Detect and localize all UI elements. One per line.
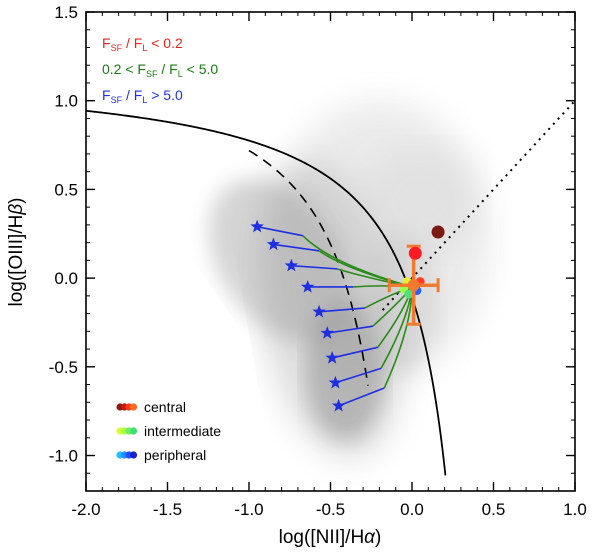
peripheral-star-marker	[266, 237, 281, 251]
connector-blue	[338, 387, 385, 407]
legend-central-label: central	[144, 399, 186, 415]
y-tick-label: -0.5	[49, 358, 78, 377]
peripheral-star-marker	[312, 304, 326, 318]
peripheral-star-marker	[250, 219, 264, 233]
central-point	[431, 225, 445, 239]
connector-blue	[327, 325, 373, 334]
connector-blue	[291, 264, 338, 270]
connector-green	[318, 250, 413, 288]
legend-intermediate-label: intermediate	[144, 423, 221, 439]
kewley-max-starburst-line	[86, 109, 447, 476]
peripheral-star-marker	[284, 258, 299, 272]
x-tick-label: -1.5	[153, 500, 182, 519]
axis-ticks: -2.0 -1.5 -1.0 -0.5 0.0 0.5 1.0 -1.0 -0.5 0.0 0.5 1…	[49, 3, 587, 519]
peripheral-star-marker	[328, 375, 343, 389]
data-markers	[250, 219, 445, 412]
connector-blue	[331, 346, 378, 359]
connector-blue	[319, 307, 365, 313]
x-tick-label: -2.0	[71, 500, 100, 519]
peripheral-star-marker	[320, 326, 334, 339]
legend-peripheral-label: peripheral	[144, 447, 206, 463]
y-tick-label: 0.5	[54, 180, 78, 199]
legend-ratio-low: FSF / FL < 0.2	[102, 35, 183, 53]
peripheral-star-marker	[325, 350, 339, 364]
legend-swatch-dot	[129, 427, 138, 435]
region-legend: central intermediate peripheral	[116, 399, 221, 463]
peripheral-star-marker	[301, 279, 315, 293]
connector-blue	[256, 225, 303, 237]
central-point	[408, 246, 422, 260]
cluster-point	[404, 289, 414, 299]
y-axis-title: log([OIII]/Hβ)	[6, 197, 27, 306]
x-tick-label: 0.5	[482, 500, 506, 519]
legend-ratio-mid: 0.2 < FSF / FL < 5.0	[102, 61, 218, 79]
legend-ratio-high: FSF / FL > 5.0	[102, 87, 183, 105]
kauffmann-demarcation-line	[248, 149, 369, 386]
x-tick-label: 1.0	[563, 500, 587, 519]
y-tick-label: 1.0	[54, 92, 78, 111]
peripheral-star-marker	[331, 398, 346, 412]
y-tick-label: 0.0	[54, 269, 78, 288]
x-tick-label: -0.5	[316, 500, 345, 519]
legend-swatch-dot	[129, 403, 138, 411]
galaxy-density-cloud	[208, 100, 490, 459]
connector-blue	[335, 367, 382, 384]
y-tick-label: -1.0	[49, 447, 78, 466]
x-tick-label: 0.0	[400, 500, 424, 519]
flux-ratio-legend: FSF / FL < 0.2 0.2 < FSF / FL < 5.0 FSF …	[102, 35, 218, 105]
x-tick-label: -1.0	[234, 500, 263, 519]
central-mean-point	[407, 279, 420, 292]
connector-blue	[273, 243, 320, 252]
y-tick-label: 1.5	[54, 3, 78, 22]
legend-swatch-dot	[129, 451, 138, 459]
x-axis-title: log([NII]/Hα)	[279, 527, 382, 548]
